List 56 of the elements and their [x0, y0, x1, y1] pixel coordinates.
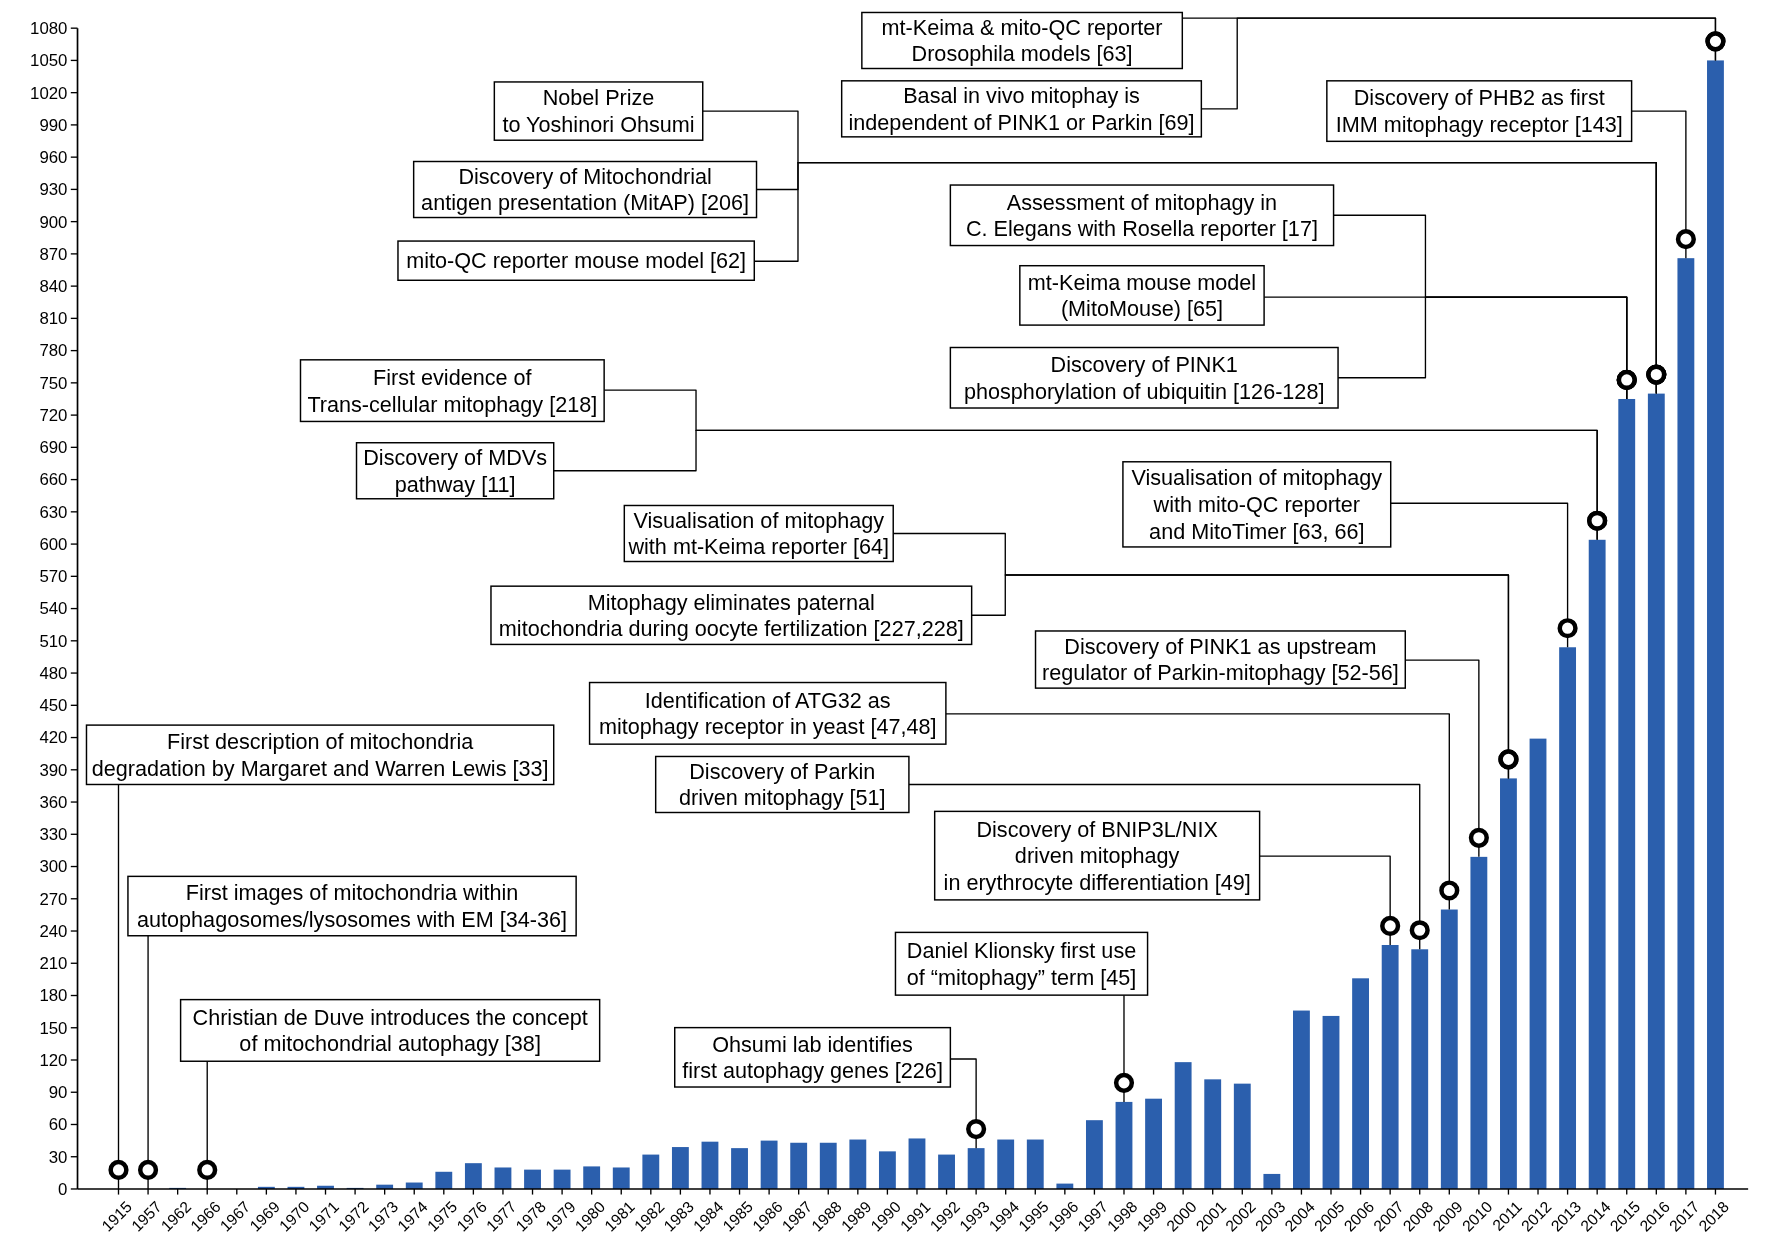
- y-tick-label: 540: [39, 599, 68, 619]
- y-tick-label: 870: [39, 244, 68, 264]
- annotation: Assessment of mitophagy in C. Elegans with Rosella reporter [17]: [966, 189, 1318, 242]
- y-tick-label: 510: [39, 631, 68, 651]
- y-tick-label: 240: [39, 921, 68, 941]
- y-tick-label: 960: [39, 148, 68, 168]
- y-tick-label: 840: [39, 277, 68, 297]
- y-tick-label: 330: [39, 825, 68, 845]
- y-tick-label: 1080: [30, 19, 68, 39]
- y-tick-label: 810: [39, 309, 68, 329]
- y-tick-label: 1050: [30, 51, 68, 71]
- annotation: Daniel Klionsky first use of “mitophagy” term [45]: [906, 938, 1137, 990]
- y-tick-label: 780: [39, 341, 68, 361]
- y-tick-label: 150: [39, 1018, 68, 1038]
- annotation: Discovery of MDVs pathway [11]: [363, 444, 548, 497]
- y-tick-label: 60: [48, 1115, 68, 1135]
- annotation: Nobel Prize to Yoshinori Ohsumi: [502, 85, 695, 137]
- annotation: First images of mitochondria within autophagosomes/lysosomes with EM [34-36]: [137, 880, 568, 932]
- annotation: Identification of ATG32 as mitophagy receptor in yeast [47,48]: [598, 687, 937, 740]
- y-tick-label: 420: [39, 728, 68, 748]
- y-tick-label: 750: [39, 373, 68, 393]
- annotation: Christian de Duve introduces the concept of mitochondrial autophagy [38]: [192, 1004, 588, 1057]
- y-tick-label: 120: [39, 1050, 68, 1070]
- y-tick-label: 630: [39, 502, 68, 522]
- y-tick-label: 480: [39, 663, 68, 683]
- y-tick-label: 300: [39, 857, 68, 877]
- y-tick-label: 360: [39, 792, 68, 812]
- y-tick-label: 0: [58, 1179, 68, 1199]
- y-tick-label: 720: [39, 405, 68, 425]
- y-tick-label: 570: [39, 567, 68, 587]
- annotation: Ohsumi lab identifies first autophagy genes [226]: [682, 1031, 943, 1084]
- annotation: Mitophagy eliminates paternal mitochondria during oocyte fertilization [227,228]: [498, 589, 964, 642]
- annotation: mt-Keima & mito-QC reporter Drosophila models [63]: [881, 14, 1163, 67]
- annotation: mito-QC reporter mouse model [62]: [406, 248, 747, 274]
- y-tick-label: 660: [39, 470, 68, 490]
- annotation: mt-Keima mouse model (MitoMouse) [65]: [1027, 269, 1257, 322]
- annotation: First description of mitochondria degradation by Margaret and Warren Lewis [33]: [91, 729, 549, 781]
- y-tick-label: 270: [39, 889, 68, 909]
- annotation: First evidence of Trans-cellular mitophagy [218]: [307, 364, 598, 417]
- y-tick-label: 450: [39, 696, 68, 716]
- annotation: Discovery of PHB2 as first IMM mitophagy receptor [143]: [1335, 85, 1623, 137]
- y-tick-label: 180: [39, 986, 68, 1006]
- annotation: Discovery of Parkin driven mitophagy [51]: [678, 758, 886, 811]
- y-tick-label: 30: [48, 1147, 68, 1167]
- y-tick-label: 930: [39, 180, 68, 200]
- y-tick-label: 1020: [30, 83, 68, 103]
- y-tick-label: 690: [39, 438, 68, 458]
- y-tick-label: 90: [48, 1083, 68, 1103]
- y-tick-label: 390: [39, 760, 68, 780]
- annotation: Discovery of BNIP3L/NIX driven mitophagy in erythrocyte differentiation [49]: [943, 816, 1251, 895]
- y-tick-label: 900: [39, 212, 68, 232]
- y-tick-label: 600: [39, 534, 68, 554]
- y-tick-label: 210: [39, 954, 68, 974]
- annotation: Discovery of PINK1 phosphorylation of ubiquitin [126-128]: [964, 351, 1325, 404]
- y-tick-label: 990: [39, 115, 68, 135]
- annotation: Visualisation of mitophagy with mito-QC reporter and MitoTimer [63, 66]: [1131, 465, 1383, 544]
